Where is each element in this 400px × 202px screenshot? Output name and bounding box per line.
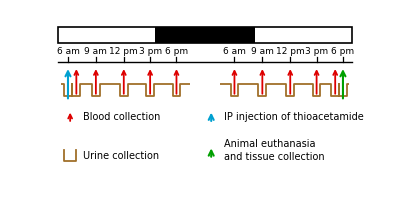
Text: IP injection of thioacetamide: IP injection of thioacetamide [224, 112, 363, 122]
Text: 6 pm: 6 pm [165, 47, 188, 56]
Text: 12 pm: 12 pm [276, 47, 305, 56]
Text: 3 pm: 3 pm [138, 47, 162, 56]
Text: 6 am: 6 am [56, 47, 80, 56]
Text: 3 pm: 3 pm [305, 47, 328, 56]
Bar [58, 27, 352, 43]
Text: 12 pm: 12 pm [110, 47, 138, 56]
Text: Urine collection: Urine collection [84, 151, 160, 161]
Text: Blood collection: Blood collection [82, 112, 160, 122]
Text: Animal euthanasia
and tissue collection: Animal euthanasia and tissue collection [224, 139, 324, 162]
Text: 9 am: 9 am [84, 47, 107, 56]
Text: 6 am: 6 am [223, 47, 246, 56]
Text: 6 pm: 6 pm [331, 47, 354, 56]
Bar [155, 27, 255, 43]
Text: 9 am: 9 am [251, 47, 274, 56]
